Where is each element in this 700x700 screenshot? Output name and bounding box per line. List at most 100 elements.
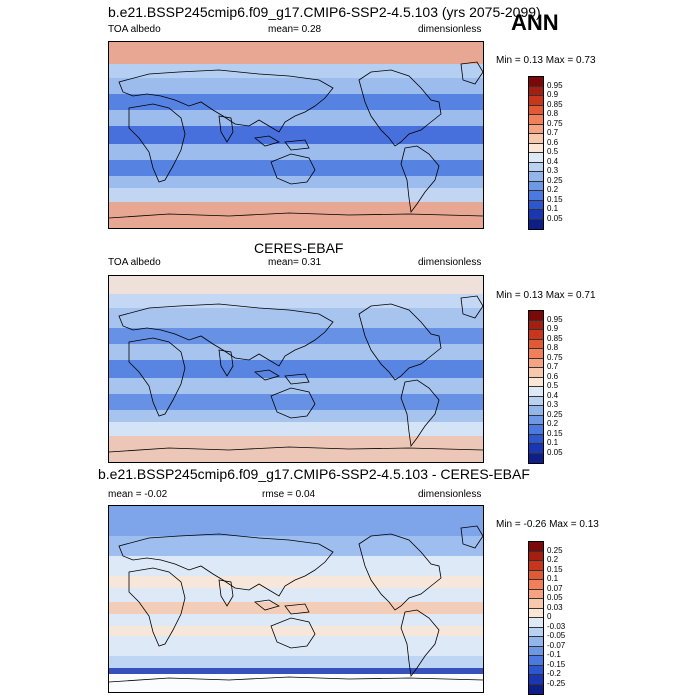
colorbar-box — [529, 200, 543, 210]
colorbar-box — [529, 542, 543, 552]
colorbar-box — [529, 608, 543, 618]
colorbar-tick-label: 0.3 — [547, 166, 559, 175]
colorbar-tick-label: 0.7 — [547, 362, 559, 371]
colorbar-tick-label: 0.5 — [547, 147, 559, 156]
colorbar-box — [529, 134, 543, 144]
colorbar-box — [529, 339, 543, 349]
colorbar-tick-label: 0.4 — [547, 156, 559, 166]
colorbar-box — [529, 406, 543, 416]
colorbar-tick-label: 0.7 — [547, 128, 559, 137]
colorbar-tick-label: 0.75 — [547, 118, 563, 128]
diff-title: b.e21.BSSP245cmip6.f09_g17.CMIP6-SSP2-4.… — [98, 466, 530, 482]
colorbar-tick-label: -0.07 — [547, 640, 566, 650]
colorbar-box — [529, 143, 543, 153]
colorbar-box — [529, 368, 543, 378]
colorbar-box — [529, 377, 543, 387]
colorbar-box — [529, 162, 543, 172]
colorbar-tick-label: -0.25 — [547, 678, 566, 688]
colorbar-box — [529, 172, 543, 182]
colorbar-tick-label: 0.15 — [547, 194, 563, 204]
colorbar-box — [529, 86, 543, 96]
colorbar-box — [529, 153, 543, 163]
colorbar-tick-label: 0.05 — [547, 593, 563, 602]
colorbar-tick-label: 0.07 — [547, 583, 563, 593]
colorbar-box — [529, 627, 543, 637]
colorbar-tick-label: 0.05 — [547, 447, 563, 457]
colorbar-tick-label: 0.03 — [547, 602, 563, 612]
colorbar-box — [529, 618, 543, 628]
colorbar-box — [529, 570, 543, 580]
panel2-units-label: dimensionless — [418, 257, 482, 268]
map-canvas — [109, 276, 483, 462]
colorbar-box — [529, 684, 543, 694]
panel1-units-label: dimensionless — [418, 24, 482, 35]
colorbar-box — [529, 320, 543, 330]
panel3-rmse-label: rmse = 0.04 — [262, 489, 316, 500]
colorbar-tick-label: 0.1 — [547, 204, 559, 213]
colorbar-box — [529, 665, 543, 675]
panel1-mean-label: mean= 0.28 — [268, 24, 322, 35]
colorbar-tick-label: 0.6 — [547, 371, 559, 381]
colorbar-box — [529, 561, 543, 571]
panel3-range-label: Min = -0.26 Max = 0.13 — [496, 519, 599, 530]
colorbar-box — [529, 387, 543, 397]
colorbar-tick-label: 0 — [547, 612, 552, 621]
colorbar-box — [529, 358, 543, 368]
colorbar-box — [529, 425, 543, 435]
map-canvas — [109, 506, 483, 692]
case-title: b.e21.BSSP245cmip6.f09_g17.CMIP6-SSP2-4.… — [108, 4, 541, 20]
panel2-albedo-map — [108, 275, 484, 463]
colorbar-tick-label: 0.15 — [547, 428, 563, 438]
panel2-variable-label: TOA albedo — [108, 257, 161, 268]
colorbar-tick-label: 0.75 — [547, 352, 563, 362]
obs-title: CERES-EBAF — [254, 240, 344, 256]
colorbar-box — [529, 599, 543, 609]
colorbar-tick-label: 0.1 — [547, 438, 559, 447]
colorbar-tick-label: 0.05 — [547, 213, 563, 223]
colorbar-tick-label: 0.1 — [547, 574, 559, 583]
panel2-range-label: Min = 0.13 Max = 0.71 — [496, 290, 596, 301]
colorbar-box — [529, 415, 543, 425]
colorbar-tick-label: 0.95 — [547, 80, 563, 90]
panel3-difference-map — [108, 505, 484, 693]
panel2-colorbar — [528, 310, 544, 464]
colorbar-tick-label: 0.2 — [547, 555, 559, 564]
colorbar-box — [529, 311, 543, 321]
colorbar-box — [529, 637, 543, 647]
colorbar-tick-label: 0.6 — [547, 137, 559, 147]
panel3-units-label: dimensionless — [418, 489, 482, 500]
colorbar-tick-label: 0.3 — [547, 400, 559, 409]
colorbar-tick-label: 0.25 — [547, 175, 563, 185]
colorbar-box — [529, 124, 543, 134]
panel1-colorbar — [528, 76, 544, 230]
panel3-colorbar — [528, 541, 544, 695]
colorbar-tick-label: -0.15 — [547, 659, 566, 669]
colorbar-tick-label: 0.8 — [547, 109, 559, 118]
colorbar-tick-label: -0.2 — [547, 669, 561, 678]
colorbar-tick-label: 0.85 — [547, 333, 563, 343]
colorbar-tick-label: 0.85 — [547, 99, 563, 109]
colorbar-tick-label: 0.15 — [547, 564, 563, 574]
colorbar-box — [529, 444, 543, 454]
colorbar-box — [529, 349, 543, 359]
colorbar-tick-label: 0.25 — [547, 545, 563, 555]
colorbar-box — [529, 434, 543, 444]
colorbar-tick-label: 0.2 — [547, 419, 559, 428]
colorbar-tick-label: 0.5 — [547, 381, 559, 390]
panel3-mean-label: mean = -0.02 — [108, 489, 168, 500]
colorbar-box — [529, 77, 543, 87]
colorbar-box — [529, 396, 543, 406]
colorbar-tick-label: -0.03 — [547, 621, 566, 631]
colorbar-tick-label: 0.25 — [547, 409, 563, 419]
colorbar-tick-label: 0.95 — [547, 314, 563, 324]
colorbar-box — [529, 191, 543, 201]
map-canvas — [109, 42, 483, 228]
colorbar-tick-label: 0.2 — [547, 185, 559, 194]
colorbar-box — [529, 580, 543, 590]
colorbar-box — [529, 656, 543, 666]
colorbar-tick-label: -0.05 — [547, 631, 566, 640]
colorbar-box — [529, 96, 543, 106]
colorbar-box — [529, 330, 543, 340]
colorbar-box — [529, 646, 543, 656]
colorbar-box — [529, 115, 543, 125]
